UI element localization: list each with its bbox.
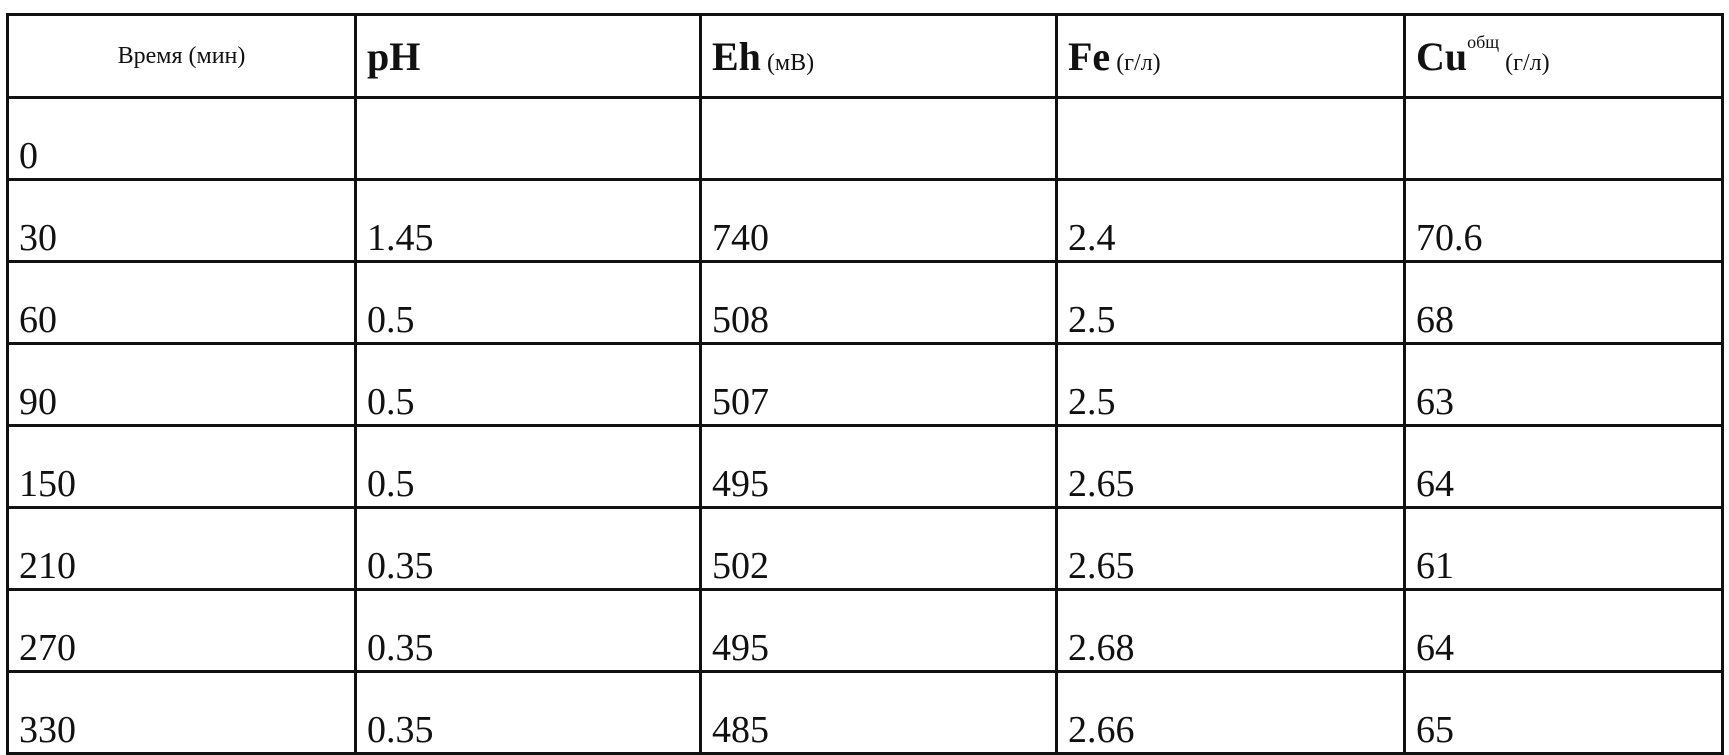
cell-time: 0 <box>8 98 356 180</box>
table-row: 3300.354852.6665 <box>8 672 1723 754</box>
cell-cu: 70.6 <box>1405 180 1723 262</box>
cell-eh: 740 <box>701 180 1057 262</box>
header-eh-symbol: Eh <box>712 34 761 79</box>
header-fe-unit: (г/л) <box>1116 50 1160 76</box>
header-time-label: Время (мин) <box>118 43 246 69</box>
cell-ph: 0.5 <box>356 426 701 508</box>
cell-fe: 2.68 <box>1057 590 1405 672</box>
cell-cu: 63 <box>1405 344 1723 426</box>
cell-cu: 64 <box>1405 426 1723 508</box>
table-row: 600.55082.568 <box>8 262 1723 344</box>
cell-eh: 495 <box>701 590 1057 672</box>
table-row: 2100.355022.6561 <box>8 508 1723 590</box>
cell-time: 60 <box>8 262 356 344</box>
data-table: Время (мин) pH Eh(мВ) Fe(г/л) Cuобщ(г/л)… <box>6 13 1724 755</box>
header-time: Время (мин) <box>8 15 356 98</box>
cell-time: 330 <box>8 672 356 754</box>
table-row: 0 <box>8 98 1723 180</box>
cell-eh <box>701 98 1057 180</box>
header-ph-symbol: pH <box>367 34 420 79</box>
cell-fe: 2.65 <box>1057 508 1405 590</box>
header-ph: pH <box>356 15 701 98</box>
header-cu: Cuобщ (г/л) <box>1405 15 1723 98</box>
header-cu-superscript: общ <box>1467 32 1499 52</box>
cell-eh: 502 <box>701 508 1057 590</box>
header-fe-symbol: Fe <box>1068 34 1110 79</box>
header-fe: Fe(г/л) <box>1057 15 1405 98</box>
cell-fe: 2.66 <box>1057 672 1405 754</box>
cell-time: 270 <box>8 590 356 672</box>
cell-fe: 2.4 <box>1057 180 1405 262</box>
cell-cu: 65 <box>1405 672 1723 754</box>
cell-cu: 68 <box>1405 262 1723 344</box>
cell-ph: 0.5 <box>356 344 701 426</box>
header-row: Время (мин) pH Eh(мВ) Fe(г/л) Cuобщ(г/л) <box>8 15 1723 98</box>
cell-eh: 507 <box>701 344 1057 426</box>
cell-fe <box>1057 98 1405 180</box>
table-row: 2700.354952.6864 <box>8 590 1723 672</box>
cell-eh: 508 <box>701 262 1057 344</box>
cell-ph: 0.35 <box>356 508 701 590</box>
cell-ph: 0.35 <box>356 590 701 672</box>
cell-time: 90 <box>8 344 356 426</box>
cell-cu: 64 <box>1405 590 1723 672</box>
cell-cu: 61 <box>1405 508 1723 590</box>
cell-time: 150 <box>8 426 356 508</box>
header-eh: Eh(мВ) <box>701 15 1057 98</box>
cell-time: 30 <box>8 180 356 262</box>
cell-ph: 0.35 <box>356 672 701 754</box>
header-eh-unit: (мВ) <box>767 50 814 76</box>
table-row: 301.457402.470.6 <box>8 180 1723 262</box>
cell-ph: 0.5 <box>356 262 701 344</box>
cell-eh: 485 <box>701 672 1057 754</box>
cell-time: 210 <box>8 508 356 590</box>
header-cu-symbol: Cu <box>1416 34 1467 79</box>
header-cu-unit: (г/л) <box>1505 50 1549 76</box>
table-row: 900.55072.563 <box>8 344 1723 426</box>
cell-ph <box>356 98 701 180</box>
cell-fe: 2.5 <box>1057 344 1405 426</box>
cell-fe: 2.65 <box>1057 426 1405 508</box>
cell-fe: 2.5 <box>1057 262 1405 344</box>
table-row: 1500.54952.6564 <box>8 426 1723 508</box>
cell-ph: 1.45 <box>356 180 701 262</box>
cell-cu <box>1405 98 1723 180</box>
cell-eh: 495 <box>701 426 1057 508</box>
